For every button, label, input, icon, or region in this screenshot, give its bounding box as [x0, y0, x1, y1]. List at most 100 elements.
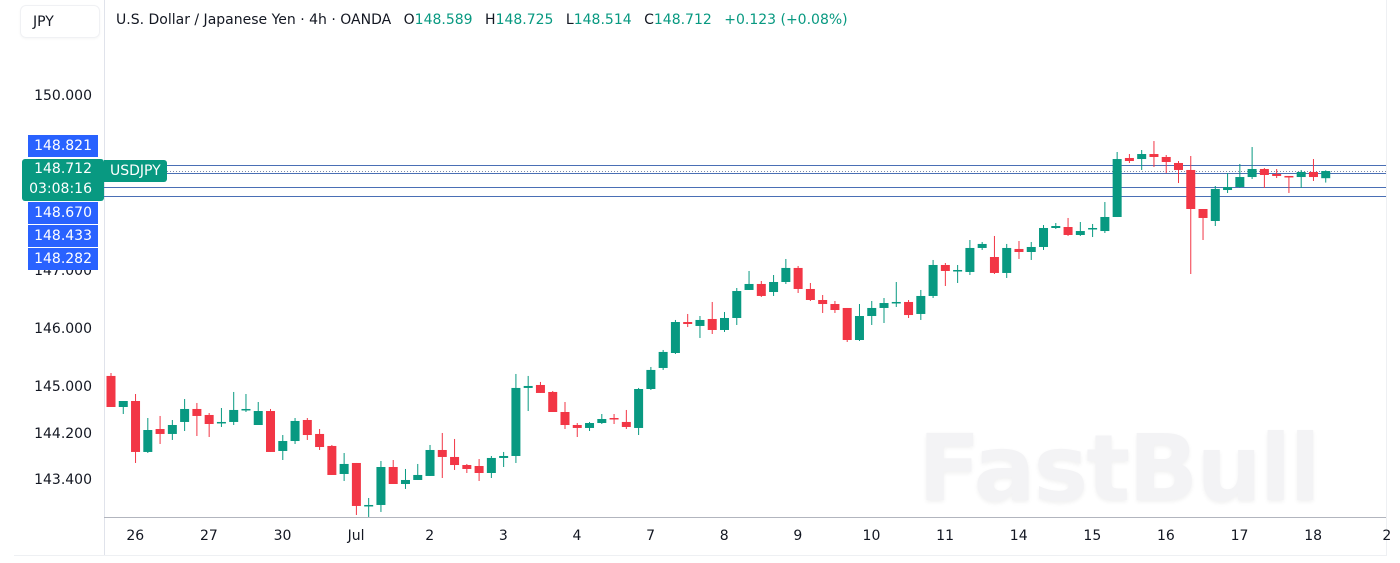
- candle[interactable]: [707, 301, 717, 335]
- candle[interactable]: [695, 316, 705, 338]
- candle[interactable]: [450, 438, 460, 470]
- candle[interactable]: [167, 419, 177, 440]
- candle[interactable]: [1223, 173, 1233, 193]
- candle[interactable]: [781, 258, 791, 284]
- candle[interactable]: [1284, 175, 1294, 193]
- candle[interactable]: [351, 462, 361, 515]
- candle[interactable]: [867, 300, 877, 325]
- candle[interactable]: [597, 413, 607, 425]
- candle[interactable]: [364, 497, 374, 517]
- candle[interactable]: [486, 455, 496, 479]
- time-axis[interactable]: 26 27 30 Jul 2 3 4 7 8 9 10 11 14 15 16 17 18 2: [104, 517, 1391, 556]
- candle[interactable]: [548, 390, 558, 413]
- candle[interactable]: [216, 407, 226, 427]
- candle[interactable]: [732, 287, 742, 325]
- candle[interactable]: [953, 264, 963, 283]
- candle[interactable]: [965, 239, 975, 276]
- candle[interactable]: [670, 319, 680, 354]
- candle[interactable]: [1149, 141, 1159, 168]
- candle[interactable]: [1014, 240, 1024, 259]
- candle[interactable]: [1137, 149, 1147, 170]
- candle[interactable]: [977, 241, 987, 250]
- candle[interactable]: [425, 444, 435, 476]
- candle[interactable]: [241, 394, 251, 413]
- candle[interactable]: [1321, 170, 1331, 183]
- candle[interactable]: [1235, 163, 1245, 188]
- candle[interactable]: [1088, 223, 1098, 238]
- candle[interactable]: [609, 413, 619, 425]
- candle[interactable]: [535, 381, 545, 393]
- candle[interactable]: [278, 435, 288, 461]
- candle[interactable]: [756, 281, 766, 297]
- candle[interactable]: [793, 265, 803, 294]
- candle[interactable]: [683, 313, 693, 328]
- candle[interactable]: [928, 259, 938, 299]
- candle[interactable]: [339, 453, 349, 481]
- candle[interactable]: [989, 235, 999, 275]
- candle[interactable]: [155, 415, 165, 444]
- candle[interactable]: [437, 432, 447, 479]
- candle[interactable]: [106, 372, 116, 407]
- candle[interactable]: [1063, 217, 1073, 236]
- candle[interactable]: [376, 460, 386, 512]
- candle[interactable]: [1039, 225, 1049, 250]
- candle[interactable]: [1002, 243, 1012, 278]
- candle[interactable]: [1124, 154, 1134, 163]
- candle[interactable]: [192, 402, 202, 437]
- candle[interactable]: [229, 391, 239, 425]
- price-axis[interactable]: [14, 0, 105, 555]
- candle[interactable]: [400, 468, 410, 489]
- candle[interactable]: [523, 375, 533, 412]
- candle[interactable]: [511, 373, 521, 463]
- candle[interactable]: [769, 275, 779, 296]
- candle[interactable]: [290, 418, 300, 444]
- candle[interactable]: [413, 463, 423, 480]
- candle[interactable]: [842, 307, 852, 342]
- candle[interactable]: [1051, 222, 1061, 229]
- candle[interactable]: [891, 281, 901, 307]
- candle[interactable]: [1308, 159, 1318, 181]
- candle[interactable]: [1173, 161, 1183, 184]
- candle[interactable]: [462, 463, 472, 473]
- candle[interactable]: [818, 294, 828, 313]
- candle[interactable]: [118, 400, 128, 414]
- candle[interactable]: [830, 300, 840, 313]
- candlestick-plot[interactable]: [104, 0, 1386, 517]
- candle[interactable]: [315, 429, 325, 450]
- candle[interactable]: [720, 311, 729, 332]
- candle[interactable]: [499, 451, 509, 467]
- currency-label[interactable]: JPY: [20, 5, 100, 38]
- candle[interactable]: [474, 459, 484, 481]
- candle[interactable]: [572, 423, 582, 437]
- candle[interactable]: [916, 289, 926, 320]
- candle[interactable]: [904, 299, 914, 318]
- candle[interactable]: [253, 401, 263, 425]
- candle[interactable]: [940, 263, 950, 287]
- candle[interactable]: [879, 298, 889, 324]
- candle[interactable]: [1026, 241, 1036, 260]
- candle[interactable]: [585, 421, 595, 431]
- candle[interactable]: [1186, 155, 1196, 275]
- candle[interactable]: [1112, 151, 1122, 217]
- candle[interactable]: [805, 282, 815, 301]
- candle[interactable]: [744, 270, 754, 290]
- candle[interactable]: [646, 366, 656, 390]
- candle[interactable]: [266, 408, 276, 452]
- candle[interactable]: [131, 394, 141, 463]
- candle[interactable]: [1259, 167, 1269, 188]
- candle[interactable]: [204, 412, 214, 437]
- candle[interactable]: [1210, 185, 1220, 227]
- candle[interactable]: [1161, 155, 1171, 174]
- candle[interactable]: [658, 349, 668, 370]
- candle[interactable]: [143, 418, 153, 454]
- candle[interactable]: [634, 387, 644, 436]
- candle[interactable]: [302, 418, 312, 440]
- candle[interactable]: [854, 304, 864, 341]
- candle[interactable]: [621, 409, 631, 430]
- candle[interactable]: [1100, 202, 1110, 234]
- candle[interactable]: [327, 444, 337, 475]
- candle[interactable]: [1075, 221, 1085, 236]
- candle[interactable]: [1296, 169, 1306, 188]
- candle[interactable]: [1247, 147, 1257, 180]
- candle[interactable]: [1272, 168, 1282, 179]
